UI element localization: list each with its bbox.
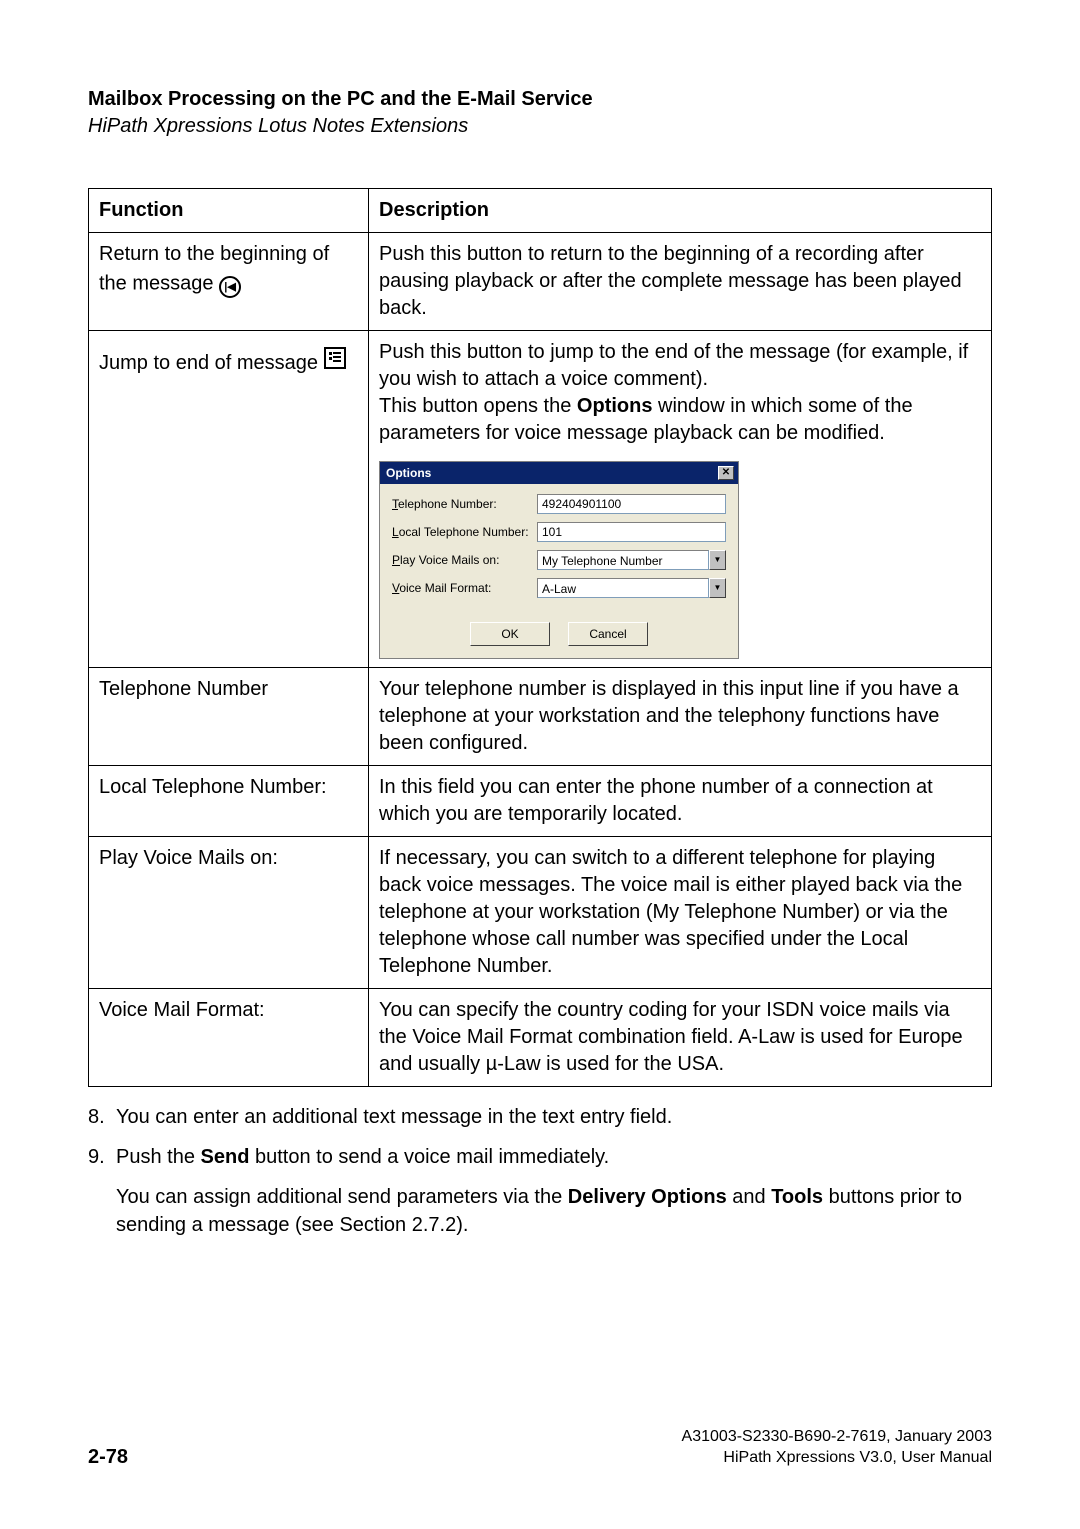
list-item-text-post: button to send a voice mail immediately. [249,1146,609,1168]
options-dialog: Options ✕ Telephone Number: Local Teleph… [379,461,739,659]
options-row: Play Voice Mails on: My Telephone Number… [392,550,726,570]
table-row: Jump to end of message [89,331,992,668]
table-row: Voice Mail Format: You can specify the c… [89,989,992,1087]
function-cell: Local Telephone Number: [89,766,369,837]
para-mid: and [727,1186,771,1208]
play-voicemails-select[interactable]: My Telephone Number ▼ [537,550,726,570]
options-body: Telephone Number: Local Telephone Number… [380,484,738,658]
play-voicemails-label: Play Voice Mails on: [392,552,537,568]
function-cell: Telephone Number [89,668,369,766]
page-header-title: Mailbox Processing on the PC and the E-M… [88,88,992,111]
options-titlebar: Options ✕ [380,462,738,484]
options-row: Telephone Number: [392,494,726,514]
chevron-down-icon[interactable]: ▼ [709,550,726,570]
description-text-pre: This button opens the [379,395,577,417]
play-voicemails-value: My Telephone Number [537,550,709,570]
function-description-table: Function Description Return to the begin… [88,188,992,1087]
jump-to-end-icon [324,347,346,369]
table-header-row: Function Description [89,189,992,233]
table-row: Local Telephone Number: In this field yo… [89,766,992,837]
list-item-bold: Send [201,1146,250,1168]
table-header-function: Function [89,189,369,233]
para-bold1: Delivery Options [568,1186,727,1208]
options-button-row: OK Cancel [392,622,726,650]
description-bold: Options [577,395,653,417]
para-pre: You can assign additional send parameter… [116,1186,568,1208]
table-row: Return to the beginning of the message |… [89,233,992,331]
description-cell: Your telephone number is displayed in th… [369,668,992,766]
description-cell: Push this button to jump to the end of t… [369,331,992,668]
page-footer: 2-78 A31003-S2330-B690-2-7619, January 2… [88,1427,992,1469]
function-label: Return to the beginning of the message [99,243,329,295]
footer-doc-id: A31003-S2330-B690-2-7619, January 2003 [682,1427,992,1448]
description-cell: You can specify the country coding for y… [369,989,992,1087]
options-row: Local Telephone Number: [392,522,726,542]
telephone-input[interactable] [537,494,726,514]
page-number: 2-78 [88,1446,128,1469]
voicemail-format-select[interactable]: A-Law ▼ [537,578,726,598]
body-paragraph: You can assign additional send parameter… [116,1183,992,1239]
instructions-list: 8. You can enter an additional text mess… [88,1103,992,1171]
para-bold2: Tools [771,1186,823,1208]
description-cell: In this field you can enter the phone nu… [369,766,992,837]
cancel-button[interactable]: Cancel [568,622,648,646]
local-telephone-input[interactable] [537,522,726,542]
ok-button[interactable]: OK [470,622,550,646]
chevron-down-icon[interactable]: ▼ [709,578,726,598]
close-icon[interactable]: ✕ [718,466,734,480]
table-row: Play Voice Mails on: If necessary, you c… [89,837,992,989]
function-cell: Voice Mail Format: [89,989,369,1087]
list-item: 9. Push the Send button to send a voice … [116,1143,992,1171]
table-header-description: Description [369,189,992,233]
list-item-number: 8. [88,1103,105,1131]
function-cell: Play Voice Mails on: [89,837,369,989]
list-item: 8. You can enter an additional text mess… [116,1103,992,1131]
footer-manual-name: HiPath Xpressions V3.0, User Manual [682,1448,992,1469]
list-item-text: You can enter an additional text message… [116,1106,672,1128]
options-row: Voice Mail Format: A-Law ▼ [392,578,726,598]
function-cell: Jump to end of message [89,331,369,668]
local-telephone-label: Local Telephone Number: [392,524,537,540]
voicemail-format-label: Voice Mail Format: [392,580,537,596]
list-item-text-pre: Push the [116,1146,201,1168]
description-cell: Push this button to return to the beginn… [369,233,992,331]
page-header-subtitle: HiPath Xpressions Lotus Notes Extensions [88,115,992,138]
description-cell: If necessary, you can switch to a differ… [369,837,992,989]
description-text: Push this button to jump to the end of t… [379,341,968,390]
footer-doc-info: A31003-S2330-B690-2-7619, January 2003 H… [682,1427,992,1469]
return-to-start-icon: |◀ [219,276,241,298]
function-label: Jump to end of message [99,352,318,374]
telephone-label: Telephone Number: [392,496,537,512]
voicemail-format-value: A-Law [537,578,709,598]
function-cell: Return to the beginning of the message |… [89,233,369,331]
table-row: Telephone Number Your telephone number i… [89,668,992,766]
options-title: Options [386,465,431,481]
list-item-number: 9. [88,1143,105,1171]
